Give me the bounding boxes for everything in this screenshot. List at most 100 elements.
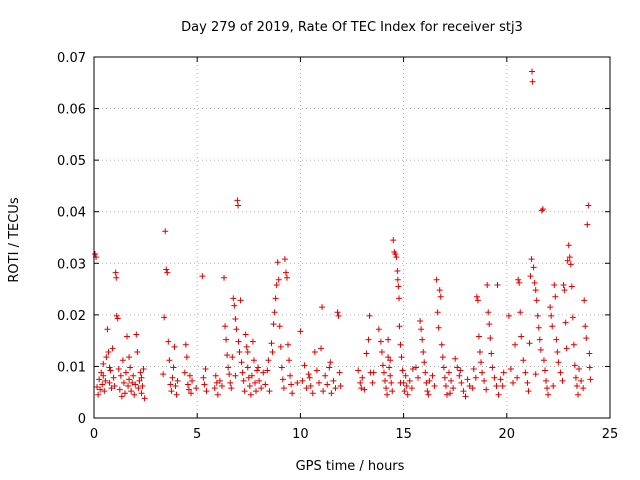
data-point bbox=[403, 383, 410, 390]
data-point bbox=[544, 385, 551, 392]
data-point bbox=[103, 354, 110, 361]
data-point bbox=[239, 369, 246, 376]
data-point bbox=[174, 377, 181, 384]
data-point bbox=[315, 379, 322, 386]
data-point bbox=[307, 383, 314, 390]
data-point bbox=[335, 312, 342, 319]
data-point bbox=[122, 369, 129, 376]
data-point bbox=[533, 297, 540, 304]
data-point bbox=[424, 388, 431, 395]
data-point bbox=[336, 369, 343, 376]
data-point bbox=[568, 283, 575, 290]
data-point bbox=[500, 369, 507, 376]
data-point bbox=[167, 381, 174, 388]
data-point bbox=[518, 333, 525, 340]
data-point bbox=[528, 68, 535, 75]
data-point bbox=[163, 266, 170, 273]
data-point bbox=[439, 354, 446, 361]
data-point bbox=[266, 388, 273, 395]
data-point bbox=[275, 276, 282, 283]
data-point bbox=[415, 374, 422, 381]
data-point bbox=[431, 383, 438, 390]
data-point bbox=[212, 372, 219, 379]
data-point bbox=[382, 377, 389, 384]
data-point bbox=[119, 357, 126, 364]
data-point bbox=[249, 338, 256, 345]
data-point bbox=[561, 287, 568, 294]
data-point bbox=[137, 369, 144, 376]
data-point bbox=[418, 326, 425, 333]
data-point bbox=[388, 379, 395, 386]
data-point bbox=[106, 364, 113, 371]
data-point bbox=[509, 379, 516, 386]
data-point bbox=[385, 336, 392, 343]
data-point bbox=[211, 385, 218, 392]
data-point bbox=[582, 323, 589, 330]
data-point bbox=[264, 367, 271, 374]
data-point bbox=[421, 359, 428, 366]
data-point bbox=[532, 287, 539, 294]
data-point bbox=[235, 338, 242, 345]
data-point bbox=[320, 388, 327, 395]
data-point bbox=[222, 323, 229, 330]
data-point bbox=[102, 377, 109, 384]
data-point bbox=[269, 348, 276, 355]
data-point bbox=[244, 364, 251, 371]
data-point bbox=[255, 364, 262, 371]
data-point bbox=[470, 366, 477, 373]
data-point bbox=[134, 348, 141, 355]
data-point bbox=[495, 391, 502, 398]
data-point bbox=[136, 377, 143, 384]
data-point bbox=[110, 374, 117, 381]
data-point bbox=[378, 348, 385, 355]
data-point bbox=[448, 377, 455, 384]
data-point bbox=[586, 350, 593, 357]
data-point bbox=[232, 315, 239, 322]
data-point bbox=[532, 371, 539, 378]
data-point bbox=[396, 323, 403, 330]
data-point bbox=[254, 367, 261, 374]
data-point bbox=[100, 360, 107, 367]
y-tick-label: 0.03 bbox=[57, 257, 86, 272]
data-point bbox=[559, 377, 566, 384]
data-point bbox=[437, 293, 444, 300]
data-point bbox=[585, 202, 592, 209]
data-point bbox=[462, 393, 469, 400]
data-point bbox=[576, 366, 583, 373]
data-point bbox=[583, 335, 590, 342]
data-point bbox=[247, 391, 254, 398]
data-point bbox=[250, 357, 257, 364]
data-point bbox=[469, 385, 476, 392]
data-point bbox=[472, 374, 479, 381]
data-point bbox=[214, 391, 221, 398]
data-point bbox=[105, 348, 112, 355]
data-point bbox=[202, 366, 209, 373]
data-point bbox=[193, 385, 200, 392]
plot-frame bbox=[93, 56, 611, 419]
data-point bbox=[164, 269, 171, 276]
data-point bbox=[231, 302, 238, 309]
data-point bbox=[233, 326, 240, 333]
y-tick-label: 0.02 bbox=[57, 309, 86, 324]
data-point bbox=[118, 393, 125, 400]
data-point bbox=[332, 385, 339, 392]
data-point bbox=[286, 357, 293, 364]
data-point bbox=[551, 281, 558, 288]
data-point bbox=[394, 276, 401, 283]
data-point bbox=[484, 281, 491, 288]
data-point bbox=[366, 312, 373, 319]
data-point bbox=[161, 314, 168, 321]
data-point bbox=[213, 379, 220, 386]
data-point bbox=[369, 379, 376, 386]
data-point bbox=[244, 348, 251, 355]
data-point bbox=[385, 354, 392, 361]
data-point bbox=[225, 364, 232, 371]
data-point bbox=[517, 309, 524, 316]
data-point bbox=[543, 377, 550, 384]
data-point bbox=[375, 326, 382, 333]
data-point bbox=[549, 323, 556, 330]
data-point bbox=[584, 221, 591, 228]
data-point bbox=[128, 388, 135, 395]
data-point bbox=[271, 309, 278, 316]
data-point bbox=[587, 376, 594, 383]
